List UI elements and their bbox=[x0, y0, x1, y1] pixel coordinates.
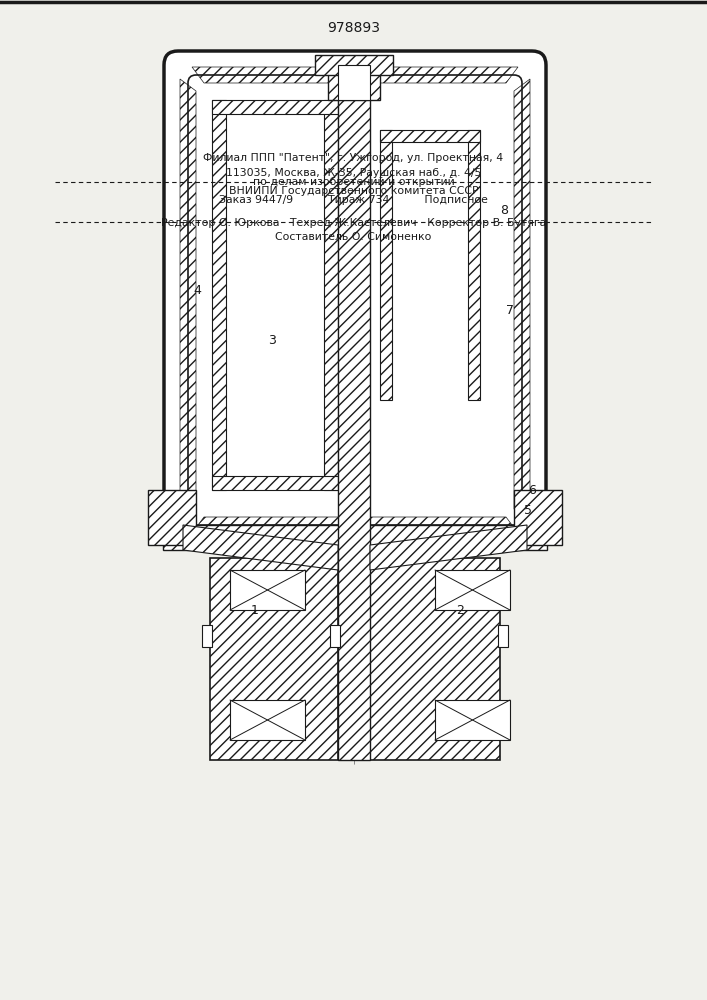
Bar bbox=[468, 130, 480, 400]
Bar bbox=[163, 525, 547, 550]
Bar bbox=[202, 625, 212, 647]
Text: ВНИИПИ Государственного комитета СССР: ВНИИПИ Государственного комитета СССР bbox=[228, 186, 479, 196]
Text: 4: 4 bbox=[193, 284, 201, 296]
Text: 5: 5 bbox=[524, 504, 532, 516]
Bar bbox=[370, 558, 500, 760]
Polygon shape bbox=[180, 79, 196, 521]
Text: Редактор О. Юркова   Техред Ж.Кастелевич   Корректор В. Бутяга: Редактор О. Юркова Техред Ж.Кастелевич К… bbox=[161, 218, 546, 228]
Bar bbox=[380, 130, 480, 142]
Bar bbox=[315, 55, 393, 75]
Bar bbox=[338, 65, 370, 100]
Bar bbox=[514, 490, 562, 545]
Bar bbox=[435, 570, 510, 610]
Bar bbox=[226, 114, 324, 476]
Polygon shape bbox=[514, 79, 530, 521]
Bar bbox=[498, 625, 508, 647]
Text: 2: 2 bbox=[456, 603, 464, 616]
Bar bbox=[392, 142, 468, 400]
Text: Составитель О. Симоненко: Составитель О. Симоненко bbox=[275, 232, 432, 242]
Text: по делам изобретений и открытий: по делам изобретений и открытий bbox=[252, 177, 455, 187]
Bar bbox=[212, 476, 338, 490]
Bar bbox=[435, 700, 510, 740]
Text: 6: 6 bbox=[528, 484, 536, 496]
FancyBboxPatch shape bbox=[164, 51, 546, 549]
Bar bbox=[212, 100, 338, 114]
Bar bbox=[338, 75, 370, 760]
Bar bbox=[230, 700, 305, 740]
Polygon shape bbox=[192, 67, 518, 83]
Polygon shape bbox=[192, 517, 518, 533]
Text: 978893: 978893 bbox=[327, 21, 380, 35]
Text: 8: 8 bbox=[500, 204, 508, 217]
Bar bbox=[210, 558, 338, 760]
Polygon shape bbox=[370, 525, 527, 570]
Text: 113035, Москва, Ж-35, Раушская наб., д. 4/5: 113035, Москва, Ж-35, Раушская наб., д. … bbox=[226, 168, 481, 178]
Bar bbox=[328, 70, 380, 100]
Text: 7: 7 bbox=[506, 304, 514, 316]
Bar bbox=[230, 570, 305, 610]
Text: 3: 3 bbox=[268, 334, 276, 347]
Text: Заказ 9447/9          Тираж 734          Подписное: Заказ 9447/9 Тираж 734 Подписное bbox=[219, 195, 488, 205]
Bar bbox=[380, 130, 392, 400]
Bar bbox=[324, 100, 338, 490]
Polygon shape bbox=[183, 525, 338, 570]
Text: Филиал ППП "Патент", г. Ужгород, ул. Проектная, 4: Филиал ППП "Патент", г. Ужгород, ул. Про… bbox=[204, 153, 503, 163]
Text: 1: 1 bbox=[251, 603, 259, 616]
Bar bbox=[212, 100, 226, 490]
Bar bbox=[148, 490, 196, 545]
Bar bbox=[330, 625, 340, 647]
